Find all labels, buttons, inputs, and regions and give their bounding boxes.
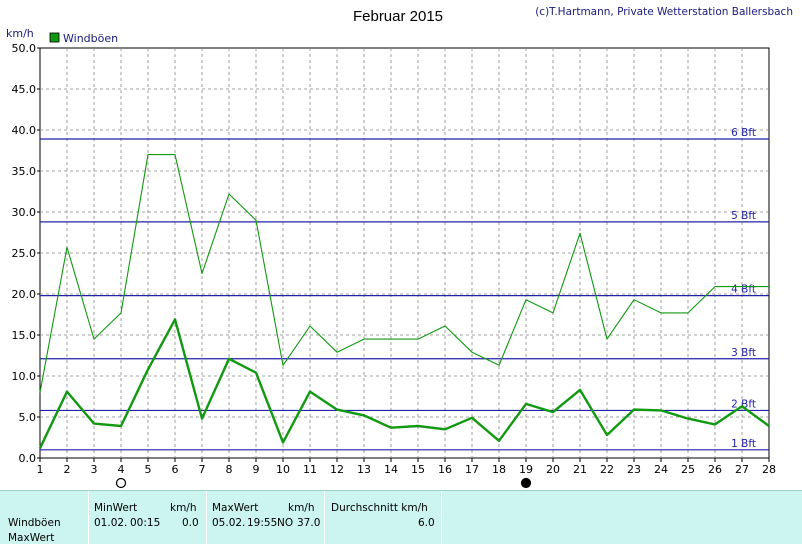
legend-swatch: [49, 32, 60, 43]
x-tick-label: 26: [708, 463, 722, 476]
x-tick-label: 21: [573, 463, 587, 476]
x-tick-label: 13: [357, 463, 371, 476]
x-tick-label: 4: [118, 463, 125, 476]
y-tick-label: 20.0: [12, 288, 37, 301]
min-unit: km/h: [170, 502, 197, 514]
min-date: 01.02.: [94, 517, 128, 529]
y-tick-label: 0.0: [19, 452, 37, 465]
legend-label: Windböen: [63, 32, 118, 45]
x-tick-label: 24: [654, 463, 668, 476]
x-tick-label: 12: [330, 463, 344, 476]
row-label-windboeen: Windböen: [8, 517, 61, 529]
row-label-maxwert: MaxWert: [8, 532, 55, 544]
beaufort-label: 2 Bft: [731, 398, 756, 410]
y-tick-label: 30.0: [12, 206, 37, 219]
x-tick-label: 19: [519, 463, 533, 476]
x-tick-label: 7: [199, 463, 206, 476]
x-tick-label: 5: [145, 463, 152, 476]
y-tick-label: 50.0: [12, 42, 37, 55]
y-tick-label: 40.0: [12, 124, 37, 137]
new-moon-icon: [520, 477, 532, 489]
x-tick-label: 14: [384, 463, 398, 476]
max-date: 05.02.: [212, 517, 246, 529]
y-tick-label: 5.0: [19, 411, 37, 424]
x-tick-label: 8: [226, 463, 233, 476]
beaufort-label: 3 Bft: [731, 347, 756, 359]
chart-title: Februar 2015: [353, 8, 443, 25]
x-tick-label: 22: [600, 463, 614, 476]
gust-max-line: [39, 154, 769, 393]
avg-value: 6.0: [418, 517, 435, 529]
x-tick-label: 27: [735, 463, 749, 476]
max-direction: NO: [277, 517, 294, 529]
y-tick-label: 45.0: [12, 83, 37, 96]
max-unit: km/h: [288, 502, 315, 514]
min-value: 0.0: [182, 517, 199, 529]
x-tick-label: 6: [172, 463, 179, 476]
y-tick-label: 25.0: [12, 247, 37, 260]
y-axis-label: km/h: [6, 27, 34, 40]
max-value: 37.0: [297, 517, 321, 529]
wind-chart: Februar 2015 (c)T.Hartmann, Private Wett…: [6, 6, 793, 489]
x-tick-label: 10: [276, 463, 290, 476]
beaufort-label: 1 Bft: [731, 438, 756, 450]
beaufort-label: 4 Bft: [731, 284, 756, 296]
x-tick-label: 11: [303, 463, 317, 476]
x-tick-label: 3: [91, 463, 98, 476]
summary-panel: Windböen MaxWert MinWert km/h 01.02. 00:…: [0, 490, 802, 544]
x-tick-label: 23: [627, 463, 641, 476]
y-tick-label: 15.0: [12, 329, 37, 342]
avg-header: Durchschnitt km/h: [331, 502, 428, 514]
min-time: 00:15: [130, 517, 161, 529]
max-time: 19:55: [247, 517, 278, 529]
max-header: MaxWert: [212, 502, 259, 514]
beaufort-label: 6 Bft: [731, 127, 756, 139]
full-moon-icon: [115, 477, 127, 489]
y-tick-label: 10.0: [12, 370, 37, 383]
x-tick-label: 17: [465, 463, 479, 476]
x-tick-label: 16: [438, 463, 452, 476]
x-tick-label: 2: [64, 463, 71, 476]
credit-text: (c)T.Hartmann, Private Wetterstation Bal…: [535, 6, 793, 18]
min-header: MinWert: [94, 502, 138, 514]
x-tick-label: 28: [762, 463, 776, 476]
x-tick-label: 25: [681, 463, 695, 476]
x-tick-label: 15: [411, 463, 425, 476]
x-tick-label: 18: [492, 463, 506, 476]
y-tick-label: 35.0: [12, 165, 37, 178]
x-tick-label: 20: [546, 463, 560, 476]
beaufort-label: 5 Bft: [731, 210, 756, 222]
x-tick-label: 1: [37, 463, 44, 476]
x-tick-label: 9: [253, 463, 260, 476]
mean-wind-line: [38, 318, 770, 449]
